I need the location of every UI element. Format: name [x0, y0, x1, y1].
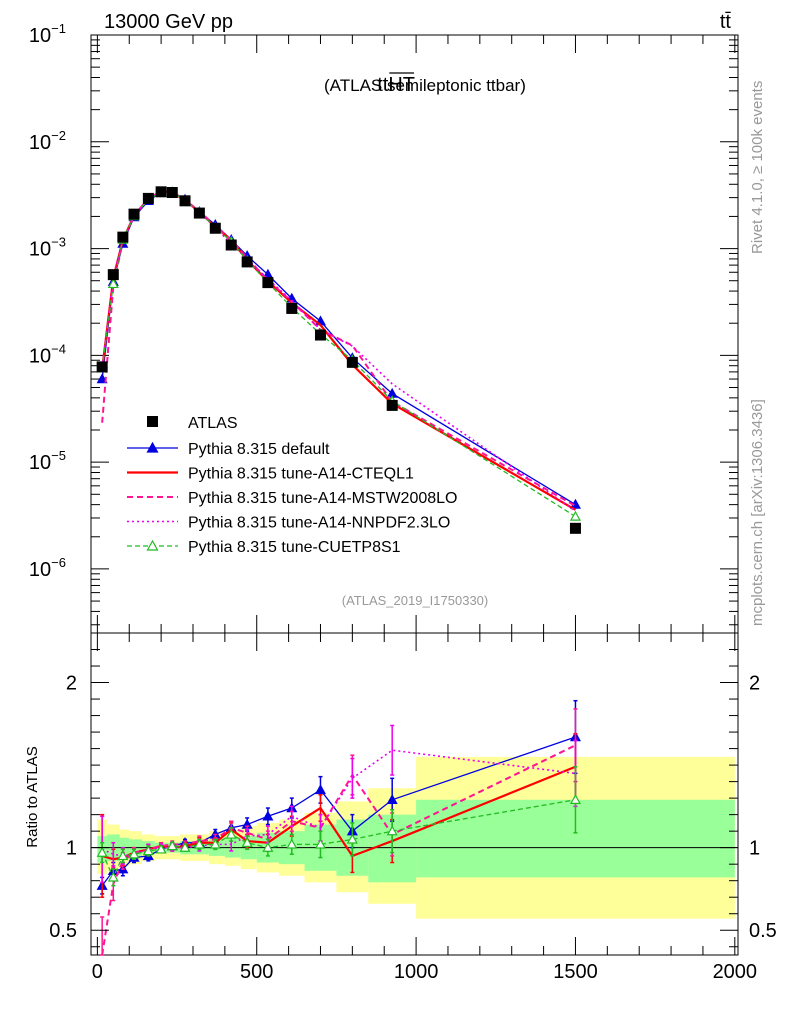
title-tt: tt — [377, 74, 389, 96]
ratio-series-marker — [179, 841, 191, 852]
ratio-y-tick-label-right: 2 — [749, 673, 760, 695]
atlas-data-point — [107, 269, 119, 281]
legend-label: Pythia 8.315 default — [188, 441, 330, 458]
ratio-series-marker — [569, 794, 581, 804]
atlas-data-point — [128, 208, 140, 220]
ratio-series-marker — [314, 784, 326, 795]
main-series-marker — [107, 278, 119, 289]
main-y-tick-label: 10−1 — [29, 21, 66, 47]
x-tick-label: 1500 — [553, 961, 598, 983]
x-tick-label: 1000 — [394, 961, 439, 983]
legend-label: Pythia 8.315 tune-CUETP8S1 — [188, 539, 401, 556]
ratio-series-marker — [225, 828, 237, 839]
ratio-y-tick-label: 1 — [66, 838, 77, 860]
main-y-tick-label: 10−4 — [29, 341, 66, 367]
ratio-y-tick-label: 2 — [66, 673, 77, 695]
ratio-y-tick-label: 0.5 — [49, 920, 77, 942]
process-label: tt̄ — [720, 11, 732, 33]
atlas-data-point — [314, 329, 326, 341]
atlas-data-point — [193, 207, 205, 219]
ratio-series-marker — [262, 841, 274, 852]
legend-label: Pythia 8.315 tune-A14-MSTW2008LO — [188, 490, 457, 507]
ratio-series-marker — [96, 846, 108, 857]
mcplots-label: mcplots.cern.ch [arXiv:1306.3436] — [749, 399, 766, 626]
main-y-tick-label: 10−6 — [29, 555, 66, 581]
ratio-series-marker — [155, 843, 167, 854]
ratio-series-marker — [166, 840, 178, 851]
atlas-data-point — [225, 239, 237, 251]
main-series-line — [101, 191, 576, 512]
title-rest: (ATLAS semileptonic ttbar) — [324, 76, 526, 95]
ratio-series-marker — [241, 836, 253, 847]
x-tick-label: 0 — [92, 961, 103, 983]
legend-atlas-label: ATLAS — [188, 415, 238, 432]
legend-label: Pythia 8.315 tune-A14-CTEQL1 — [188, 466, 414, 483]
x-tick-label: 500 — [240, 961, 273, 983]
ratio-y-tick-label-right: 0.5 — [749, 920, 777, 942]
main-y-tick-label: 10−2 — [29, 128, 66, 154]
ratio-series-marker — [262, 810, 274, 821]
atlas-data-point — [155, 186, 167, 198]
ratio-series-marker — [346, 833, 358, 844]
ratio-y-tick-label-right: 1 — [749, 838, 760, 860]
ratio-data-layer — [96, 699, 581, 956]
energy-label: 13000 GeV pp — [104, 11, 233, 33]
ratio-series-marker — [107, 871, 119, 882]
atlas-data-point — [569, 522, 581, 534]
legend-label: Pythia 8.315 tune-A14-NNPDF2.3LO — [188, 515, 450, 532]
atlas-data-point — [166, 187, 178, 199]
atlas-data-point — [386, 399, 398, 411]
rivet-label: Rivet 4.1.0, ≥ 100k events — [749, 81, 766, 254]
ratio-panel-frame — [90, 632, 739, 956]
ratio-series-marker — [128, 848, 140, 859]
atlas-data-point — [286, 302, 298, 314]
ratio-y-label: Ratio to ATLAS — [24, 746, 41, 847]
analysis-id: (ATLAS_2019_I1750330) — [342, 593, 488, 608]
legend-marker — [146, 539, 159, 551]
atlas-data-point — [262, 277, 274, 289]
atlas-data-point — [96, 361, 108, 373]
main-series-marker — [96, 373, 108, 384]
main-data-layer — [96, 186, 581, 534]
legend-atlas-marker — [147, 416, 158, 427]
ratio-series-marker — [386, 825, 398, 836]
main-series-marker — [569, 510, 581, 521]
main-y-tick-label: 10−5 — [29, 448, 66, 474]
ratio-series-marker — [386, 794, 398, 804]
ratio-series-marker — [209, 838, 221, 849]
ratio-series-marker — [142, 845, 154, 856]
atlas-data-point — [179, 195, 191, 207]
ratio-series-marker — [193, 838, 205, 849]
main-series-line — [101, 190, 576, 507]
ratio-axis-ticks: 0 500 1000 1500 2000 2 2 1 1 0.5 0.5 — [49, 633, 777, 983]
ratio-series-marker — [286, 838, 298, 849]
main-y-tick-label: 10−3 — [29, 235, 66, 261]
ratio-series-marker — [314, 838, 326, 849]
atlas-data-point — [241, 256, 253, 268]
main-axis-ticks: 10−1 10−2 10−3 10−4 10−5 10−6 — [29, 21, 738, 633]
atlas-data-point — [209, 222, 221, 234]
title-main: ttHT — [377, 74, 415, 96]
atlas-data-point — [346, 356, 358, 368]
ratio-bands — [97, 756, 735, 919]
title-ht: HT — [388, 74, 415, 96]
atlas-data-point — [117, 231, 129, 243]
legend: ATLAS Pythia 8.315 default Pythia 8.315 t… — [127, 415, 457, 556]
ratio-series-marker — [117, 850, 129, 861]
legend-marker — [146, 441, 159, 453]
atlas-data-point — [142, 192, 154, 204]
x-tick-label: 2000 — [713, 961, 758, 983]
